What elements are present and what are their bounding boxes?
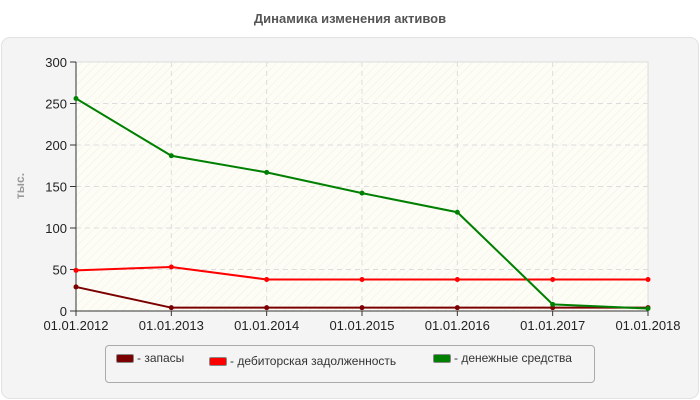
y-tick-label: 250 — [45, 97, 67, 112]
legend-swatch-icon — [209, 356, 227, 366]
y-tick-label: 0 — [60, 304, 67, 319]
x-tick-label: 01.01.2016 — [425, 318, 490, 333]
x-tick-label: 01.01.2012 — [43, 318, 108, 333]
data-point — [264, 276, 270, 282]
x-tick-label: 01.01.2015 — [329, 318, 394, 333]
chart-legend: - запасы - дебиторская задолженность - д… — [105, 345, 595, 383]
data-point — [264, 305, 270, 311]
legend-item-zapasy: - запасы — [116, 351, 184, 365]
legend-label: - запасы — [137, 351, 185, 365]
data-point — [168, 305, 174, 311]
data-point — [645, 276, 651, 282]
data-point — [264, 169, 270, 175]
chart-title: Динамика изменения активов — [253, 11, 447, 26]
data-point — [168, 264, 174, 270]
y-tick-label: 50 — [53, 263, 67, 278]
x-tick-label: 01.01.2014 — [234, 318, 299, 333]
x-tick-label: 01.01.2017 — [520, 318, 585, 333]
data-point — [454, 305, 460, 311]
y-tick-label: 200 — [45, 138, 67, 153]
y-tick-label: 300 — [45, 55, 67, 70]
data-point — [359, 276, 365, 282]
x-tick-label: 01.01.2013 — [139, 318, 204, 333]
y-tick-label: 100 — [45, 221, 67, 236]
data-point — [454, 209, 460, 215]
y-tick-label: 150 — [45, 180, 67, 195]
data-point — [359, 305, 365, 311]
legend-label: - дебиторская задолженность — [230, 354, 397, 368]
legend-item-dengi: - денежные средства — [433, 351, 572, 365]
data-point — [359, 190, 365, 196]
data-point — [550, 301, 556, 307]
data-point — [550, 276, 556, 282]
data-point — [454, 276, 460, 282]
data-point — [168, 153, 174, 159]
data-point — [73, 267, 79, 273]
data-point — [73, 96, 79, 102]
legend-label: - денежные средства — [454, 351, 572, 365]
data-point — [645, 306, 651, 312]
y-axis-label: тыс. — [13, 173, 27, 199]
legend-swatch-icon — [116, 353, 134, 363]
legend-item-debitor: - дебиторская задолженность — [209, 354, 396, 368]
legend-swatch-icon — [433, 353, 451, 363]
data-point — [73, 284, 79, 290]
x-tick-label: 01.01.2018 — [615, 318, 680, 333]
